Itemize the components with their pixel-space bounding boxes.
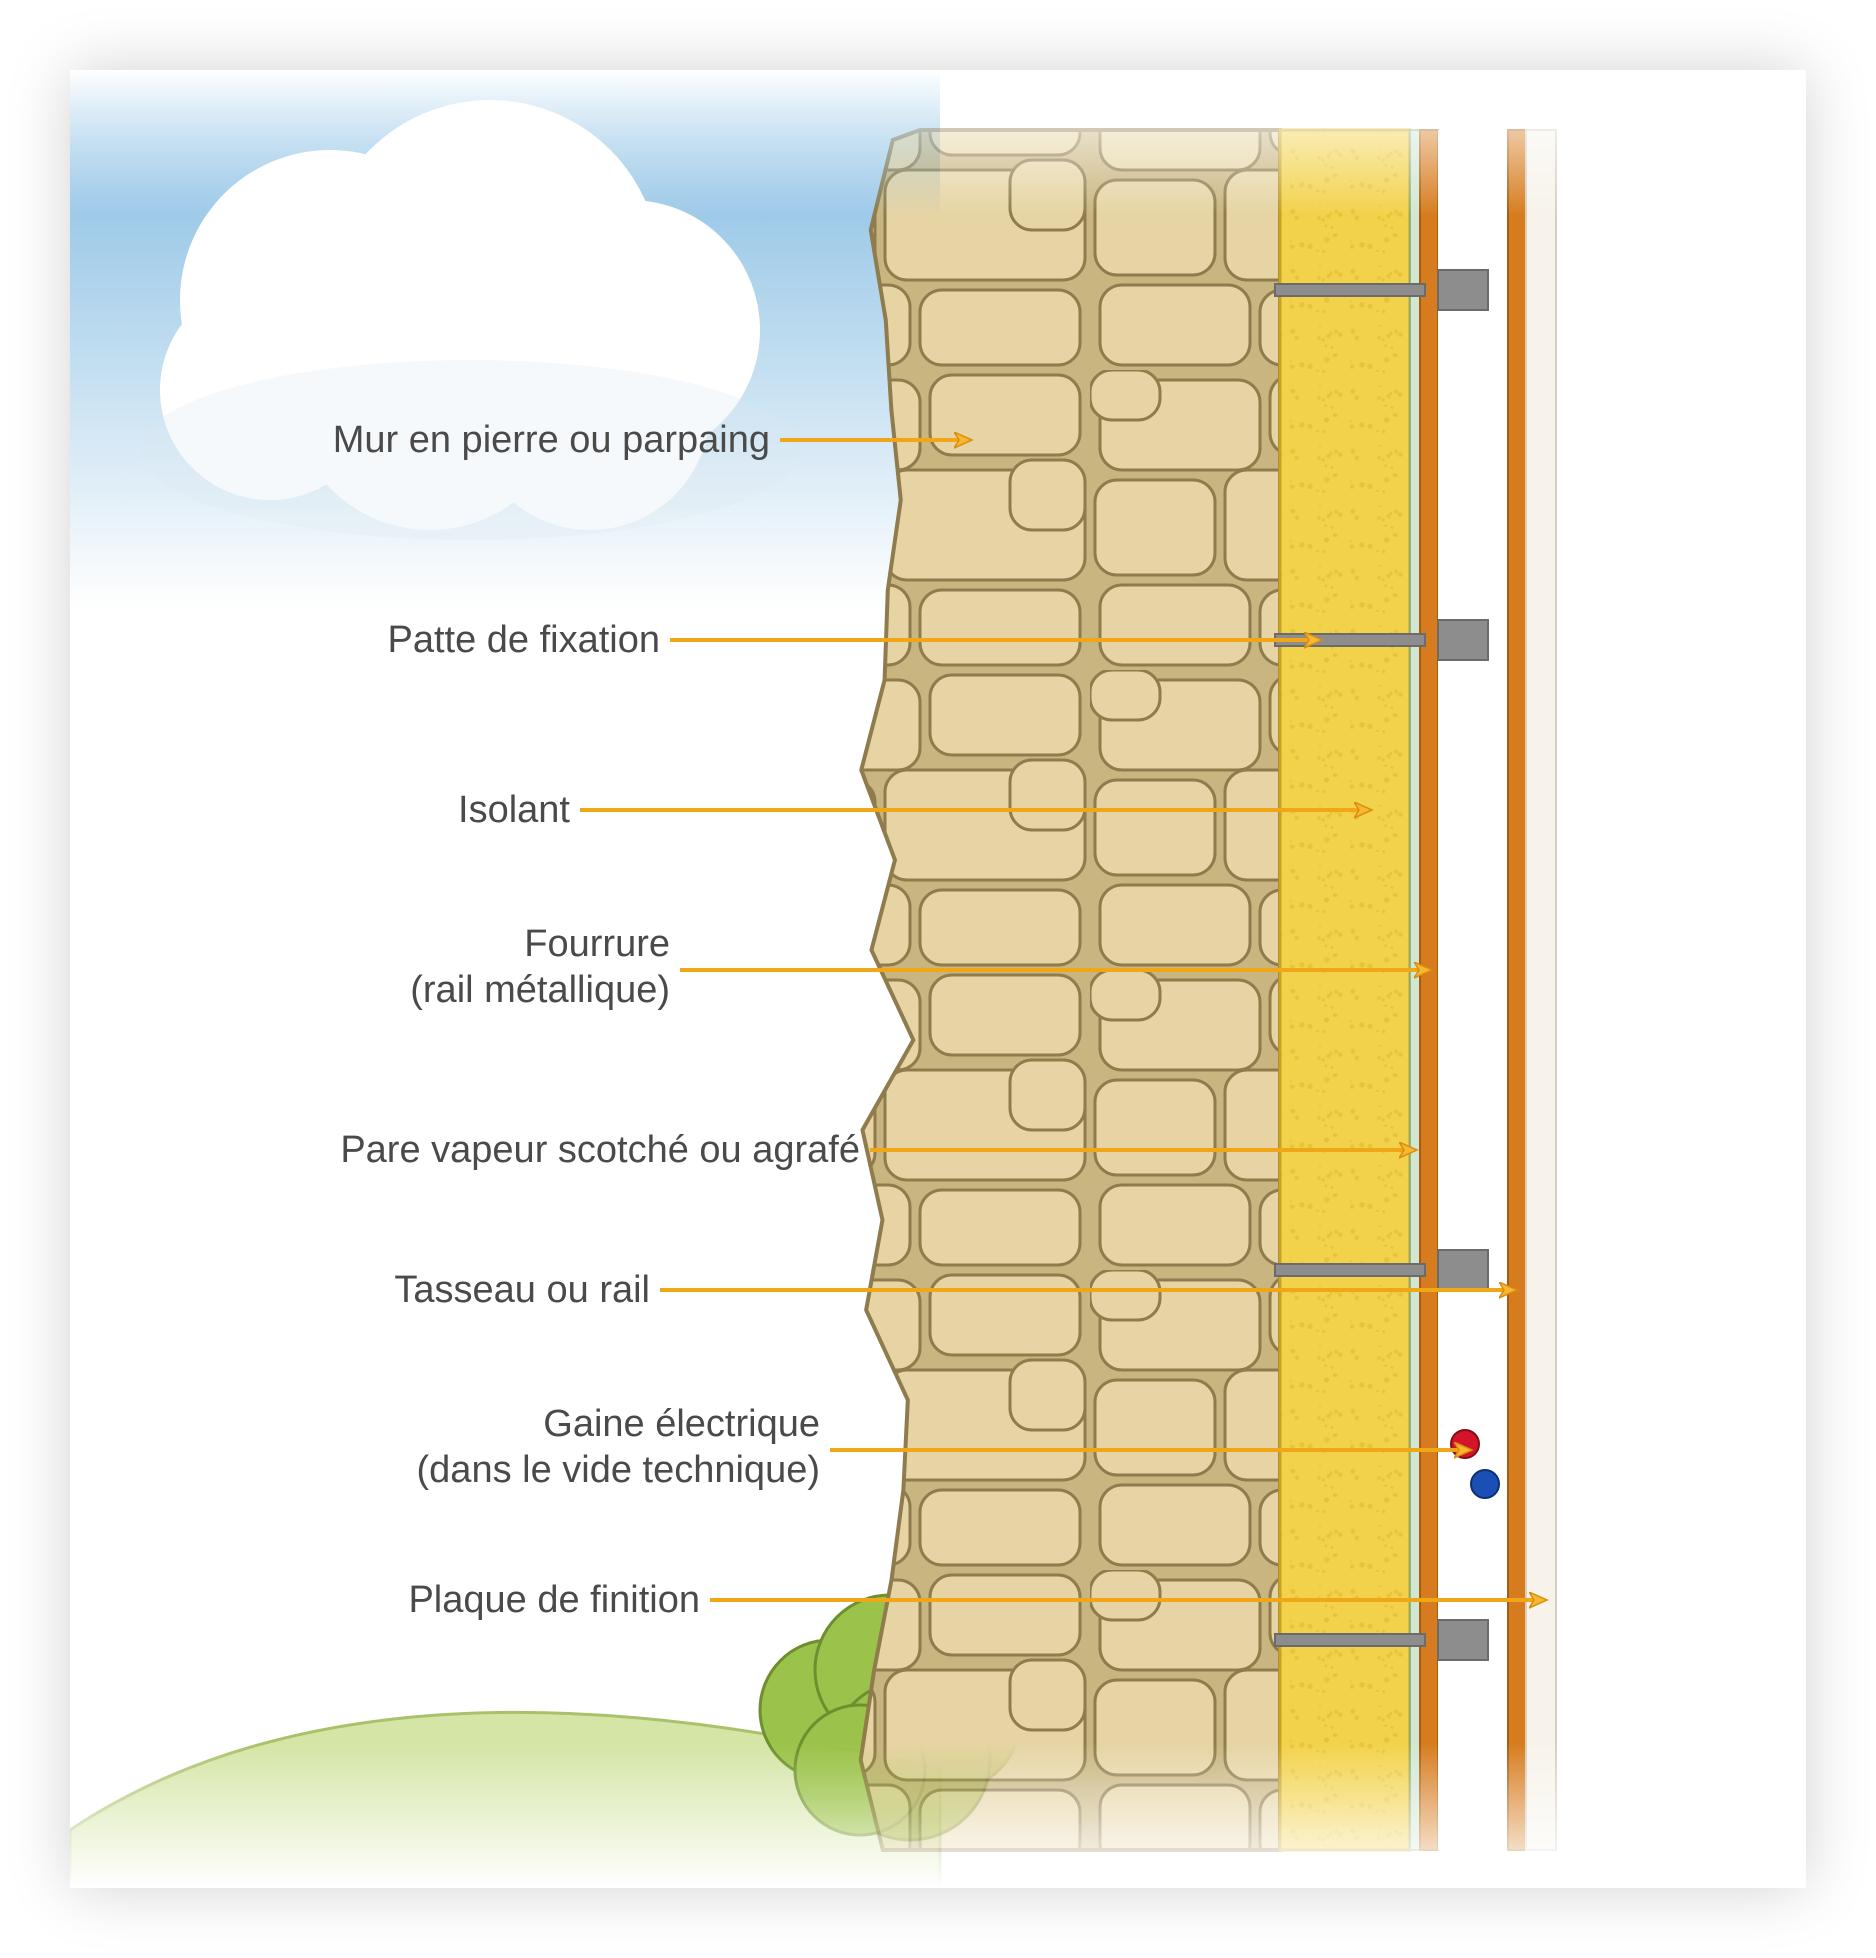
diagram-card: Mur en pierre ou parpaingPatte de fixati… (70, 70, 1806, 1888)
arrows-svg (70, 70, 1806, 1888)
scene: Mur en pierre ou parpaingPatte de fixati… (70, 70, 1806, 1888)
